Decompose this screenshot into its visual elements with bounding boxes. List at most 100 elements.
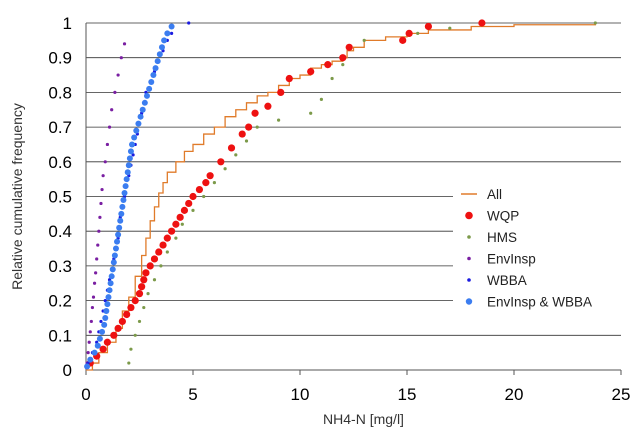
series-4	[86, 21, 191, 365]
y-axis-title: Relative cumulative frequency	[9, 103, 25, 290]
y-tick-label-1: 0.1	[48, 326, 72, 345]
data-point-1-12	[140, 276, 148, 284]
data-point-3-9	[95, 257, 99, 261]
data-point-5-21	[117, 217, 124, 224]
data-point-1-4	[110, 331, 118, 339]
data-point-1-24	[189, 192, 197, 201]
x-tick-label-5: 25	[612, 385, 631, 404]
data-point-5-36	[137, 113, 144, 120]
data-point-5-32	[129, 141, 136, 148]
x-axis-title: NH4-N [mg/l]	[323, 411, 404, 427]
data-point-5-37	[139, 106, 146, 113]
data-point-2-1	[129, 347, 133, 351]
data-point-3-18	[107, 125, 112, 129]
y-tick-label-10: 1	[63, 14, 72, 33]
data-point-5-48	[164, 30, 171, 37]
data-point-1-41	[405, 29, 413, 38]
y-tick-label-8: 0.8	[48, 83, 72, 102]
data-point-3-3	[88, 330, 92, 334]
data-point-3-12	[98, 215, 102, 219]
data-point-1-26	[202, 179, 210, 187]
data-point-5-26	[122, 183, 129, 190]
y-tick-label-6: 0.6	[48, 153, 72, 172]
data-point-3-8	[94, 271, 98, 275]
data-point-5-4	[96, 335, 103, 342]
data-point-2-16	[244, 139, 249, 143]
data-point-1-20	[172, 220, 180, 228]
data-point-5-18	[114, 238, 121, 245]
series-line-all	[86, 23, 596, 371]
data-point-1-31	[245, 123, 253, 131]
data-point-5-8	[103, 308, 110, 315]
data-point-1-6	[118, 317, 126, 326]
data-point-1-40	[399, 36, 407, 44]
legend: All WQP HMS EnvInsp WBBA EnvInsp & WBBA	[453, 180, 623, 315]
legend-label-5: EnvInsp & WBBA	[487, 295, 592, 310]
data-point-5-7	[102, 314, 109, 321]
series-0	[86, 23, 596, 371]
data-point-3-23	[122, 42, 127, 46]
data-point-5-12	[107, 280, 114, 287]
data-point-5-11	[106, 287, 113, 294]
data-point-5-22	[118, 210, 125, 217]
data-point-5-27	[123, 176, 130, 183]
data-point-1-23	[185, 199, 193, 208]
data-point-1-29	[227, 144, 236, 152]
legend-label-1: WQP	[487, 209, 519, 224]
data-point-5-28	[124, 169, 131, 176]
data-point-3-15	[101, 174, 105, 178]
data-point-5-9	[104, 301, 111, 308]
y-tick-label-2: 0.2	[48, 292, 72, 311]
data-point-5-24	[120, 196, 127, 203]
data-point-5-1	[87, 356, 94, 363]
data-point-5-0	[84, 363, 91, 370]
data-point-1-37	[324, 61, 332, 69]
data-point-3-17	[105, 142, 109, 147]
y-tick-label-7: 0.7	[48, 118, 72, 137]
data-point-2-26	[593, 21, 597, 25]
data-point-1-5	[114, 324, 122, 332]
data-point-5-23	[119, 203, 126, 210]
data-point-3-7	[92, 281, 97, 285]
data-point-1-2	[99, 345, 107, 353]
legend-swatch-5	[465, 298, 473, 305]
data-point-3-20	[113, 90, 117, 94]
data-point-1-11	[138, 283, 146, 291]
data-point-1-22	[180, 206, 189, 214]
data-point-2-18	[277, 118, 281, 122]
data-point-1-30	[238, 130, 246, 138]
data-point-5-16	[111, 252, 118, 259]
data-point-1-34	[277, 88, 285, 96]
y-tick-label-9: 0.9	[48, 49, 72, 68]
data-point-1-39	[345, 43, 353, 51]
data-point-4-32	[170, 31, 174, 36]
data-point-2-25	[448, 26, 452, 30]
data-point-1-21	[176, 213, 184, 221]
legend-background	[453, 180, 623, 315]
legend-swatch-2	[467, 235, 471, 239]
data-point-2-0	[127, 361, 131, 365]
data-point-1-13	[142, 269, 150, 277]
data-point-5-10	[105, 294, 112, 301]
data-point-5-46	[158, 44, 165, 51]
data-point-2-13	[212, 181, 216, 185]
data-series	[84, 19, 597, 371]
data-point-5-25	[121, 190, 128, 197]
data-point-5-44	[154, 58, 161, 65]
data-point-5-45	[156, 51, 163, 58]
data-point-2-11	[191, 208, 195, 212]
data-point-2-12	[202, 194, 206, 199]
data-point-5-2	[91, 349, 98, 356]
data-point-5-30	[126, 155, 133, 162]
data-point-2-6	[152, 278, 157, 282]
series-2	[127, 21, 597, 365]
y-tick-label-3: 0.3	[48, 257, 72, 276]
data-point-2-14	[223, 167, 227, 171]
data-point-1-32	[251, 109, 259, 117]
data-point-2-4	[142, 305, 146, 310]
data-point-3-6	[91, 295, 96, 299]
data-point-1-14	[146, 262, 154, 270]
data-point-5-39	[143, 92, 150, 99]
data-point-1-42	[424, 22, 432, 31]
